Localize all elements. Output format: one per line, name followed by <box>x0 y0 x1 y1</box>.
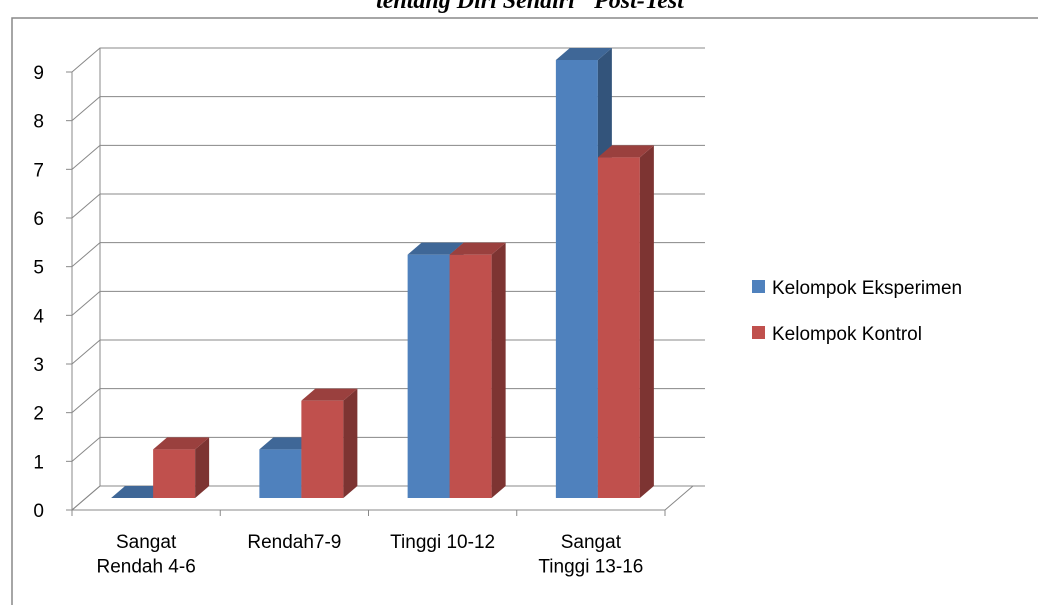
bar-top <box>153 437 210 450</box>
y-tick-label: 3 <box>33 355 44 376</box>
legend-label: Kelompok Kontrol <box>772 324 922 345</box>
grid-line <box>71 144 705 170</box>
chart-title: tentang Diri Sendiri" Post-Test <box>376 0 685 14</box>
bar-side <box>491 242 506 498</box>
bar-side <box>195 437 210 498</box>
bar-top <box>301 388 358 401</box>
y-tick-label: 1 <box>33 452 44 473</box>
bar-top <box>555 48 612 60</box>
y-tick-label: 4 <box>33 306 44 327</box>
y-tick-label: 8 <box>33 112 44 133</box>
bar-side <box>639 145 654 499</box>
bar-side <box>343 388 358 498</box>
legend-swatch <box>752 280 765 293</box>
bar-front <box>449 254 492 498</box>
y-tick-label: 7 <box>33 160 44 181</box>
bar-front <box>301 400 344 498</box>
legend-swatch <box>752 326 765 339</box>
x-tick-label: Rendah7-9 <box>247 532 341 553</box>
x-tick-label: Sangat Rendah 4-6 <box>96 532 195 578</box>
y-tick-label: 5 <box>33 258 44 279</box>
bar-top <box>597 145 654 158</box>
grid-line <box>71 193 705 219</box>
grid-line <box>71 47 705 73</box>
y-tick-label: 6 <box>33 209 44 230</box>
chart-frame <box>11 17 1038 605</box>
bar-front <box>555 60 598 498</box>
x-tick-label: Tinggi 10-12 <box>390 532 495 553</box>
bar-top <box>449 242 506 255</box>
y-tick-label: 2 <box>33 404 44 425</box>
bar-front <box>597 157 640 499</box>
bar-front <box>407 254 450 498</box>
legend-label: Kelompok Eksperimen <box>772 278 962 299</box>
x-tick-label: Sangat Tinggi 13-16 <box>538 532 643 578</box>
grid-line <box>71 96 705 122</box>
bar-front <box>259 449 302 498</box>
bar-top <box>407 242 464 255</box>
bar-front <box>153 449 196 498</box>
y-tick-label: 0 <box>33 501 44 522</box>
y-tick-label: 9 <box>33 63 44 84</box>
